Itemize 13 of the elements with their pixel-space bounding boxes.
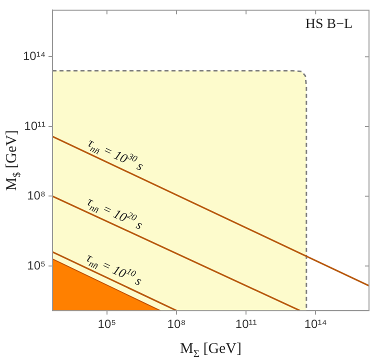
y-tick-label: 10¹⁴	[23, 49, 46, 64]
y-tick-label: 10⁵	[27, 258, 46, 272]
x-tick-label: 10¹⁴	[304, 317, 327, 332]
annotation: τnn̄ = 1020 s	[84, 193, 146, 232]
annotation: τnn̄ = 1010 s	[84, 249, 144, 288]
annotation: τnn̄ = 1030 s	[86, 134, 146, 174]
y-axis-title: M$ [GeV]	[4, 130, 23, 191]
text: HS B−L	[305, 16, 353, 32]
y-tick-label: 10¹¹	[24, 118, 46, 133]
y-tick-label: 10⁸	[27, 188, 46, 203]
x-tick-label: 10⁵	[98, 317, 116, 332]
x-tick-label: 10¹¹	[235, 317, 257, 332]
x-tick-label: 10⁸	[167, 317, 186, 332]
